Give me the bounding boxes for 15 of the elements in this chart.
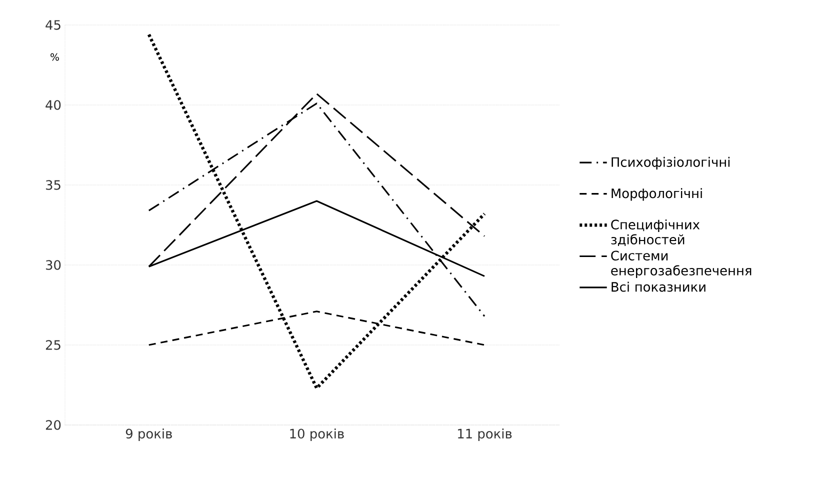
x-tick-label: 9 років <box>126 428 172 442</box>
y-tick-label: 20 <box>46 420 61 430</box>
y-tick-label: 35 <box>46 180 60 190</box>
x-tick-label: 10 років <box>290 428 344 442</box>
legend-label: Психофізіологічні <box>612 156 730 170</box>
legend-label: Морфологічні <box>612 188 702 201</box>
x-tick-label: 11 років <box>458 428 512 442</box>
legend-label: Всі показники <box>612 282 706 292</box>
legend-label: Специфічних здібностей <box>611 219 700 246</box>
legend-label: Системи енергозабезпечення <box>611 250 752 278</box>
y-tick-label: 40 <box>46 100 61 110</box>
y-tick-label: 25 <box>46 340 60 350</box>
y-tick-label: 45 <box>46 20 60 30</box>
y-tick-label: 30 <box>46 260 61 270</box>
y-axis-title: % <box>50 53 59 61</box>
